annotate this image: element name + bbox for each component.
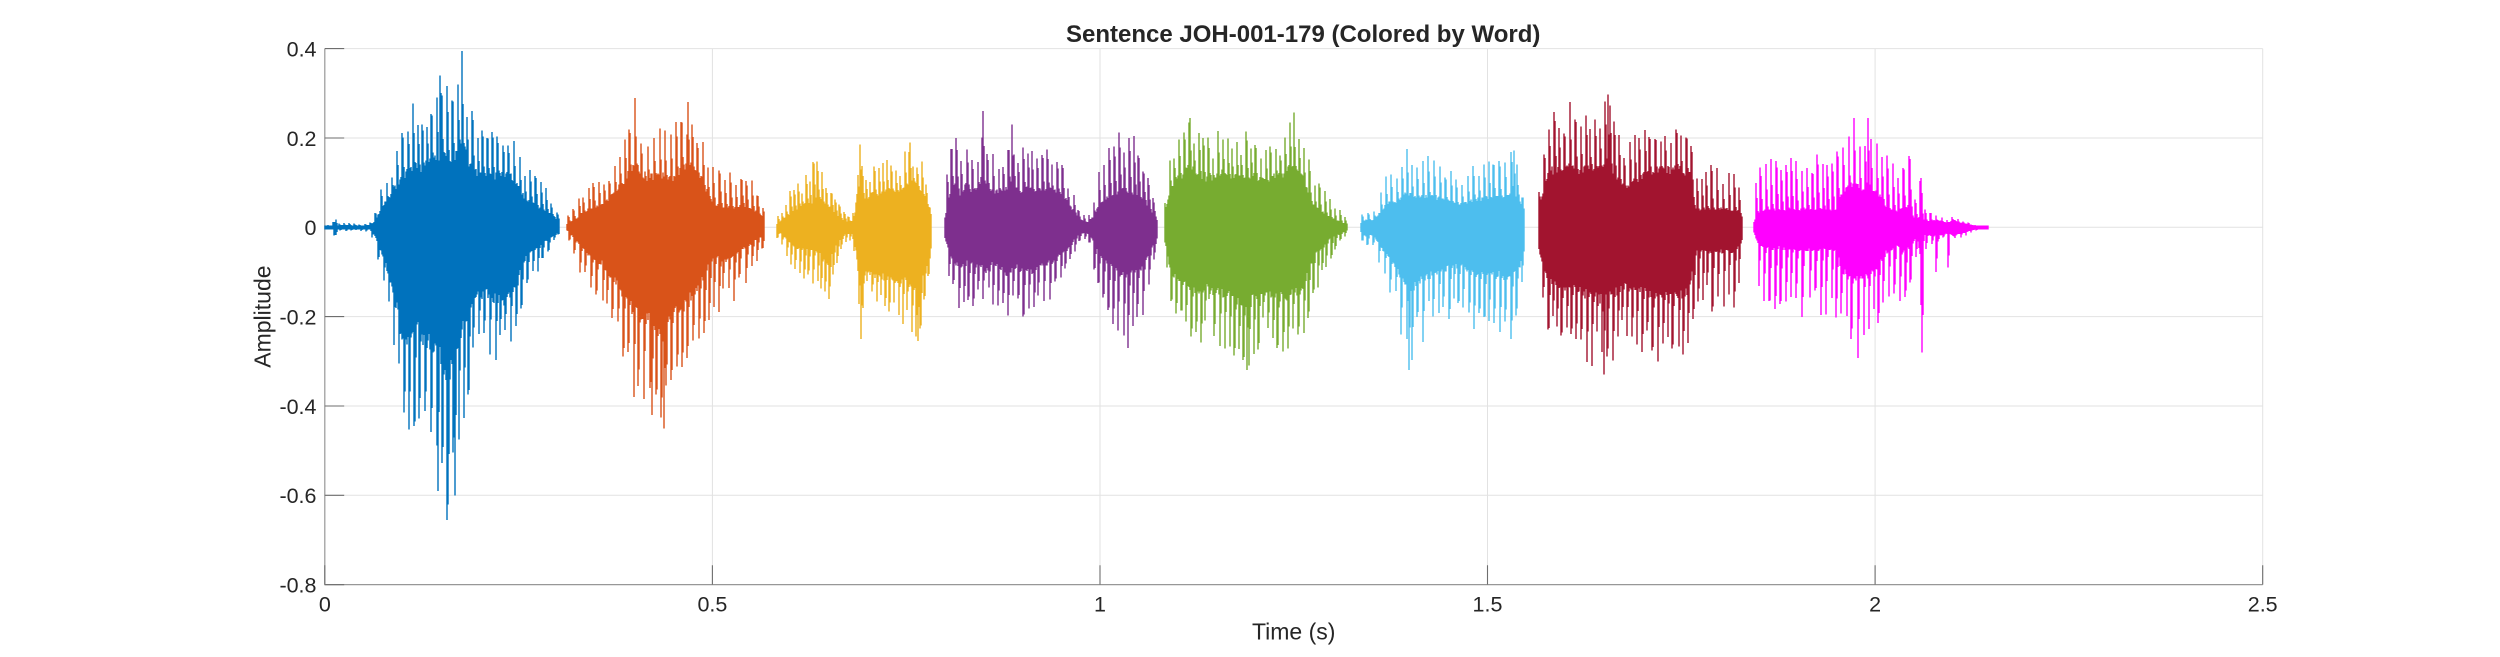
svg-text:1: 1	[1094, 593, 1106, 617]
svg-text:2.5: 2.5	[2248, 593, 2278, 617]
svg-text:0.2: 0.2	[287, 127, 317, 151]
svg-text:0: 0	[319, 593, 331, 617]
svg-text:-0.6: -0.6	[279, 484, 316, 508]
svg-text:Amplitude: Amplitude	[250, 265, 276, 367]
svg-text:-0.4: -0.4	[279, 395, 316, 419]
svg-text:-0.2: -0.2	[279, 305, 316, 329]
svg-text:0.4: 0.4	[287, 37, 317, 61]
svg-text:Sentence JOH-001-179 (Colored: Sentence JOH-001-179 (Colored by Word)	[1066, 21, 1540, 48]
svg-text:0.5: 0.5	[697, 593, 727, 617]
svg-text:Time (s): Time (s)	[1252, 619, 1335, 645]
svg-text:0: 0	[305, 216, 317, 240]
svg-text:1.5: 1.5	[1473, 593, 1503, 617]
svg-text:-0.8: -0.8	[279, 574, 316, 598]
svg-text:2: 2	[1869, 593, 1881, 617]
